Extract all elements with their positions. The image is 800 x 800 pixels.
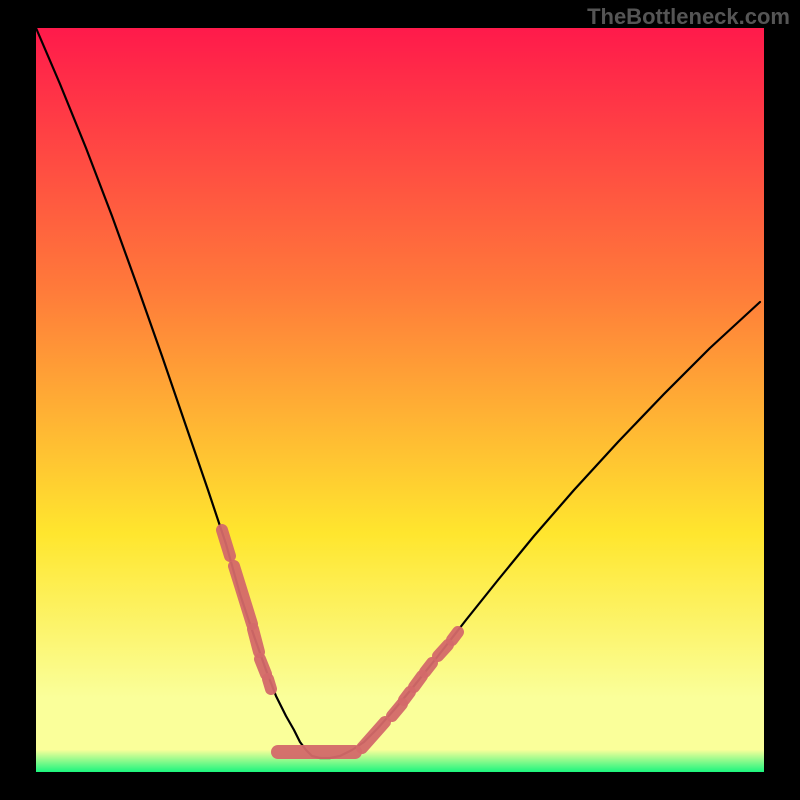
overlay-capsule — [414, 676, 422, 687]
overlay-capsule — [222, 530, 230, 556]
overlay-capsule — [392, 704, 402, 716]
overlay-capsule — [452, 632, 458, 640]
watermark-text: TheBottleneck.com — [587, 4, 790, 30]
overlay-capsule — [425, 663, 432, 672]
overlay-capsule — [404, 692, 410, 700]
overlay-capsule — [268, 679, 271, 689]
overlay-capsule — [260, 659, 266, 674]
chart-svg — [0, 0, 800, 800]
overlay-capsule — [253, 629, 259, 652]
chart-frame: { "watermark": { "text": "TheBottleneck.… — [0, 0, 800, 800]
overlay-capsule — [438, 645, 448, 656]
plot-area — [36, 28, 764, 772]
